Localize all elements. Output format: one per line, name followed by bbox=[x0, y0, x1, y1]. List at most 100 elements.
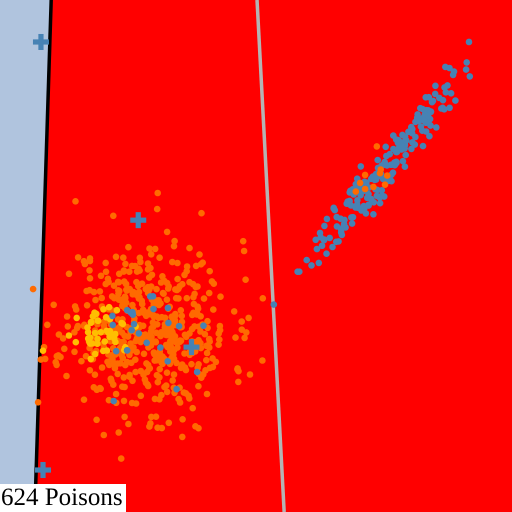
orange-cluster-point bbox=[245, 315, 252, 322]
blue-cluster-point bbox=[358, 163, 365, 170]
blue-among-orange-point bbox=[131, 321, 138, 328]
blue-cluster-point bbox=[448, 90, 455, 97]
orange-cluster-point bbox=[116, 271, 123, 278]
blue-among-orange-point bbox=[164, 358, 171, 365]
orange-cluster-point bbox=[75, 254, 82, 261]
gold-cluster-point bbox=[118, 320, 125, 327]
orange-cluster-point bbox=[154, 424, 161, 431]
orange-cluster-point bbox=[87, 275, 94, 282]
orange-cluster-point bbox=[135, 293, 142, 300]
blue-cluster-point bbox=[414, 114, 421, 121]
blue-cluster-point bbox=[316, 260, 323, 267]
orange-cluster-point bbox=[111, 361, 118, 368]
blue-among-orange-point bbox=[128, 309, 135, 316]
blue-among-orange-point bbox=[136, 330, 143, 337]
orange-cluster-point bbox=[231, 308, 238, 315]
outlier-point bbox=[319, 242, 326, 249]
orange-cluster-point bbox=[72, 198, 79, 205]
blue-cluster-point bbox=[377, 200, 384, 207]
orange-cluster-point bbox=[234, 365, 241, 372]
orange-cluster-point bbox=[64, 313, 71, 320]
orange-cluster-point bbox=[172, 286, 179, 293]
orange-cluster-point bbox=[148, 325, 155, 332]
orange-cluster-point bbox=[126, 286, 133, 293]
blue-cluster-point bbox=[390, 169, 397, 176]
orange-cluster-point bbox=[157, 352, 164, 359]
blue-cluster-point bbox=[363, 179, 370, 186]
blue-cluster-point bbox=[428, 109, 435, 116]
orange-cluster-point bbox=[209, 278, 216, 285]
blue-cluster-point bbox=[382, 144, 389, 151]
orange-cluster-point bbox=[259, 357, 266, 364]
orange-cluster-point bbox=[121, 374, 128, 381]
gold-cluster-point bbox=[88, 356, 95, 363]
orange-cluster-point bbox=[117, 360, 124, 367]
orange-among-blue-point bbox=[362, 172, 369, 179]
orange-cluster-point bbox=[113, 391, 120, 398]
blue-among-orange-point bbox=[173, 386, 180, 393]
orange-cluster-point bbox=[174, 276, 181, 283]
orange-cluster-point bbox=[148, 334, 155, 341]
orange-cluster-point bbox=[179, 313, 186, 320]
orange-cluster-point bbox=[191, 291, 198, 298]
outlier-point bbox=[317, 230, 324, 237]
orange-cluster-point bbox=[63, 373, 70, 380]
orange-cluster-point bbox=[102, 281, 109, 288]
blue-cluster-point bbox=[422, 118, 429, 125]
blue-cluster-point bbox=[365, 202, 372, 209]
orange-cluster-point bbox=[195, 383, 202, 390]
orange-cluster-point bbox=[186, 279, 193, 286]
blue-cluster-point bbox=[374, 193, 381, 200]
orange-cluster-point bbox=[151, 357, 158, 364]
blue-among-orange-point bbox=[157, 344, 164, 351]
orange-cluster-point bbox=[122, 261, 129, 268]
orange-cluster-point bbox=[217, 293, 224, 300]
orange-cluster-point bbox=[169, 348, 176, 355]
gold-cluster-point bbox=[100, 306, 107, 313]
orange-cluster-point bbox=[206, 268, 213, 275]
orange-cluster-point bbox=[102, 260, 109, 267]
orange-cluster-point bbox=[198, 374, 205, 381]
blue-cluster-point bbox=[446, 105, 453, 112]
orange-cluster-point bbox=[50, 302, 57, 309]
orange-among-blue-point bbox=[374, 143, 381, 150]
orange-cluster-point bbox=[179, 416, 186, 423]
orange-cluster-point bbox=[148, 414, 155, 421]
orange-cluster-point bbox=[110, 381, 117, 388]
gold-cluster-point bbox=[73, 315, 80, 322]
orange-cluster-point bbox=[114, 371, 121, 378]
orange-cluster-point bbox=[184, 263, 191, 270]
orange-cluster-point bbox=[189, 326, 196, 333]
orange-cluster-point bbox=[66, 271, 73, 278]
orange-cluster-point bbox=[194, 310, 201, 317]
blue-cluster-point bbox=[420, 143, 427, 150]
orange-cluster-point bbox=[216, 336, 223, 343]
blue-cluster-point bbox=[402, 152, 409, 159]
orange-cluster-point bbox=[146, 245, 153, 252]
blue-among-orange-point bbox=[110, 398, 117, 405]
orange-cluster-point bbox=[108, 376, 115, 383]
orange-cluster-point bbox=[179, 361, 186, 368]
orange-cluster-point bbox=[169, 313, 176, 320]
gold-cluster-point bbox=[86, 338, 93, 345]
blue-cluster-point bbox=[432, 83, 439, 90]
gold-cluster-point bbox=[85, 329, 92, 336]
orange-cluster-point bbox=[164, 296, 171, 303]
orange-cluster-point bbox=[75, 323, 82, 330]
orange-cluster-point bbox=[136, 310, 143, 317]
orange-cluster-point bbox=[204, 391, 211, 398]
orange-cluster-point bbox=[113, 253, 120, 260]
blue-among-orange-point bbox=[176, 323, 183, 330]
orange-cluster-point bbox=[146, 286, 153, 293]
orange-cluster-point bbox=[30, 286, 37, 293]
orange-cluster-point bbox=[201, 295, 208, 302]
orange-cluster-point bbox=[118, 455, 125, 462]
orange-cluster-point bbox=[138, 393, 145, 400]
blue-cluster-point bbox=[332, 207, 339, 214]
blue-cluster-point bbox=[370, 211, 377, 218]
orange-cluster-point bbox=[142, 376, 149, 383]
orange-among-blue-point bbox=[370, 184, 377, 191]
blue-cluster-point bbox=[337, 215, 344, 222]
gold-cluster-point bbox=[73, 339, 80, 346]
orange-cluster-point bbox=[235, 379, 242, 386]
